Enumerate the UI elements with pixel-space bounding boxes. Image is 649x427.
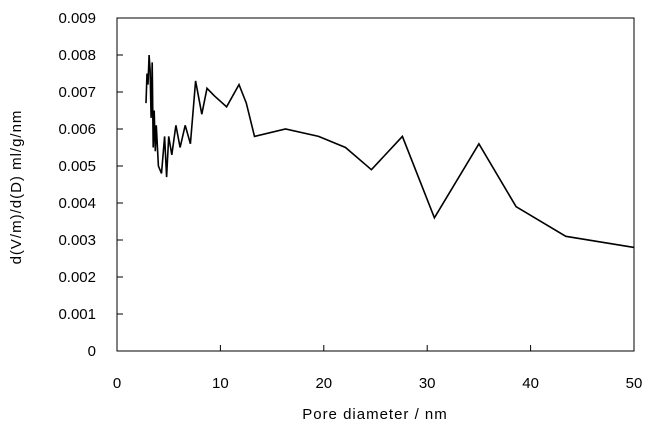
y-tick-label: 0.006 xyxy=(58,121,96,138)
y-tick-label: 0.009 xyxy=(58,10,96,27)
x-axis-title: Pore diameter / nm xyxy=(302,406,448,423)
y-tick-label: 0.002 xyxy=(58,269,96,286)
y-tick-label: 0.004 xyxy=(58,195,96,212)
y-tick-label: 0.001 xyxy=(58,306,96,323)
y-tick-label: 0.007 xyxy=(58,84,96,101)
x-tick-label: 50 xyxy=(626,375,643,392)
x-axis-ticks: 0 10 20 30 40 50 xyxy=(113,345,643,392)
y-axis-ticks: 0 0.001 0.002 0.003 0.004 0.005 0.006 0.007 0.00… xyxy=(58,10,123,360)
y-tick-label: 0 xyxy=(88,343,96,360)
x-tick-label: 0 xyxy=(113,375,121,392)
plot-area xyxy=(117,18,634,351)
y-tick-label: 0.008 xyxy=(58,47,96,64)
x-tick-label: 20 xyxy=(315,375,332,392)
x-tick-label: 40 xyxy=(522,375,539,392)
y-axis-title: d(V/m)/d(D) ml/g/nm xyxy=(8,110,25,265)
x-tick-label: 30 xyxy=(419,375,436,392)
x-tick-label: 10 xyxy=(212,375,229,392)
y-tick-label: 0.005 xyxy=(58,158,96,175)
y-tick-label: 0.003 xyxy=(58,232,96,249)
